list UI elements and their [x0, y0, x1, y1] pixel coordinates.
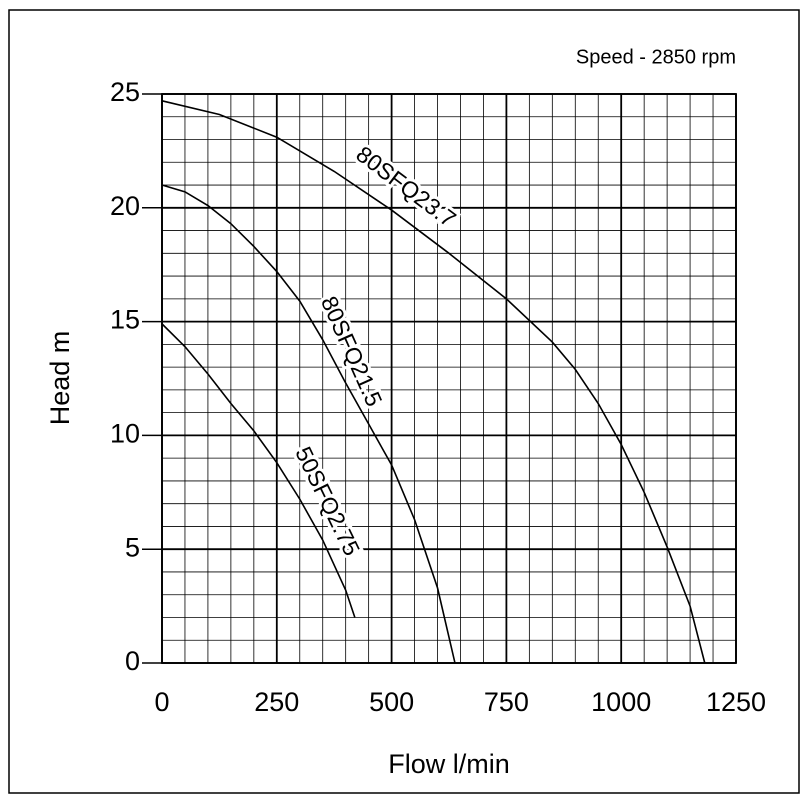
- pump-curve: [161, 323, 356, 618]
- pump-curve: [161, 184, 456, 664]
- y-tick-label: 20: [110, 191, 140, 221]
- y-tick-label: 10: [110, 419, 140, 449]
- pump-curve: [161, 100, 706, 664]
- plot-border: [161, 93, 737, 664]
- y-tick-label: 0: [125, 646, 140, 676]
- x-axis-label: Flow l/min: [388, 749, 510, 779]
- x-tick-label: 750: [484, 687, 529, 717]
- x-tick-label: 1000: [591, 687, 651, 717]
- x-tick-label: 1250: [706, 687, 766, 717]
- y-axis-label: Head m: [45, 331, 75, 426]
- x-tick-label: 250: [254, 687, 299, 717]
- x-tick-label: 500: [369, 687, 414, 717]
- y-tick-label: 5: [125, 532, 140, 562]
- y-tick-label: 25: [110, 77, 140, 107]
- y-tick-label: 15: [110, 305, 140, 335]
- x-tick-label: 0: [154, 687, 169, 717]
- speed-annotation: Speed - 2850 rpm: [576, 46, 736, 68]
